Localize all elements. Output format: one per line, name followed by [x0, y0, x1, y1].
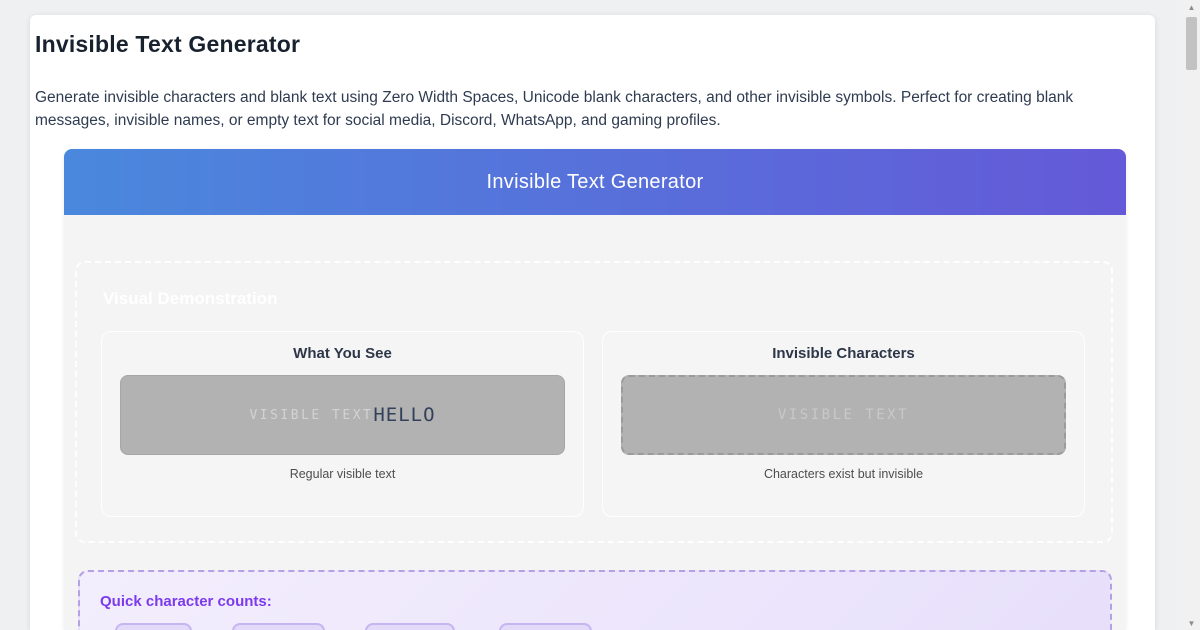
quick-count-button[interactable]	[365, 623, 455, 630]
demo-hello-text: HELLO	[373, 404, 436, 426]
generator-card: Invisible Text Generator Visual Demonstr…	[64, 149, 1126, 630]
demo-panel-visible: What You See VISIBLE TEXT HELLO Regular v…	[101, 331, 584, 517]
demo-panel-title: What You See	[293, 345, 392, 362]
scrollbar[interactable]: ▲ ▼	[1183, 0, 1200, 630]
visual-demonstration-section: Visual Demonstration What You See VISIBL…	[75, 261, 1113, 543]
generator-card-body: Visual Demonstration What You See VISIBL…	[64, 215, 1126, 630]
quick-counts-label: Quick character counts:	[100, 593, 272, 610]
demo-panel-invisible: Invisible Characters VISIBLE TEXT Charac…	[602, 331, 1085, 517]
page-title: Invisible Text Generator	[35, 31, 301, 57]
visual-demonstration-title: Visual Demonstration	[103, 289, 278, 308]
quick-counts-panel: Quick character counts:	[78, 570, 1112, 630]
generator-card-header: Invisible Text Generator	[64, 149, 1126, 215]
demo-panel-caption: Characters exist but invisible	[763, 467, 924, 481]
demo-muted-text: VISIBLE TEXT	[249, 407, 374, 423]
demo-muted-text: VISIBLE TEXT	[777, 407, 910, 423]
demo-panel-caption: Regular visible text	[289, 467, 396, 481]
quick-count-button[interactable]	[115, 623, 192, 630]
scrollbar-down-arrow[interactable]: ▼	[1187, 618, 1196, 628]
demo-panels-row: What You See VISIBLE TEXT HELLO Regular v…	[101, 331, 1087, 517]
generator-card-title: Invisible Text Generator	[486, 170, 704, 193]
content-area: Invisible Text Generator Generate invisi…	[30, 15, 1155, 630]
visible-text-box: VISIBLE TEXT HELLO	[120, 375, 565, 455]
demo-panel-title: Invisible Characters	[772, 345, 915, 362]
page-description: Generate invisible characters and blank …	[35, 89, 1074, 129]
invisible-text-box: VISIBLE TEXT	[621, 375, 1066, 455]
scrollbar-up-arrow[interactable]: ▲	[1187, 2, 1196, 12]
quick-count-button[interactable]	[499, 623, 592, 630]
quick-count-button[interactable]	[232, 623, 325, 630]
scrollbar-thumb[interactable]	[1186, 17, 1197, 70]
